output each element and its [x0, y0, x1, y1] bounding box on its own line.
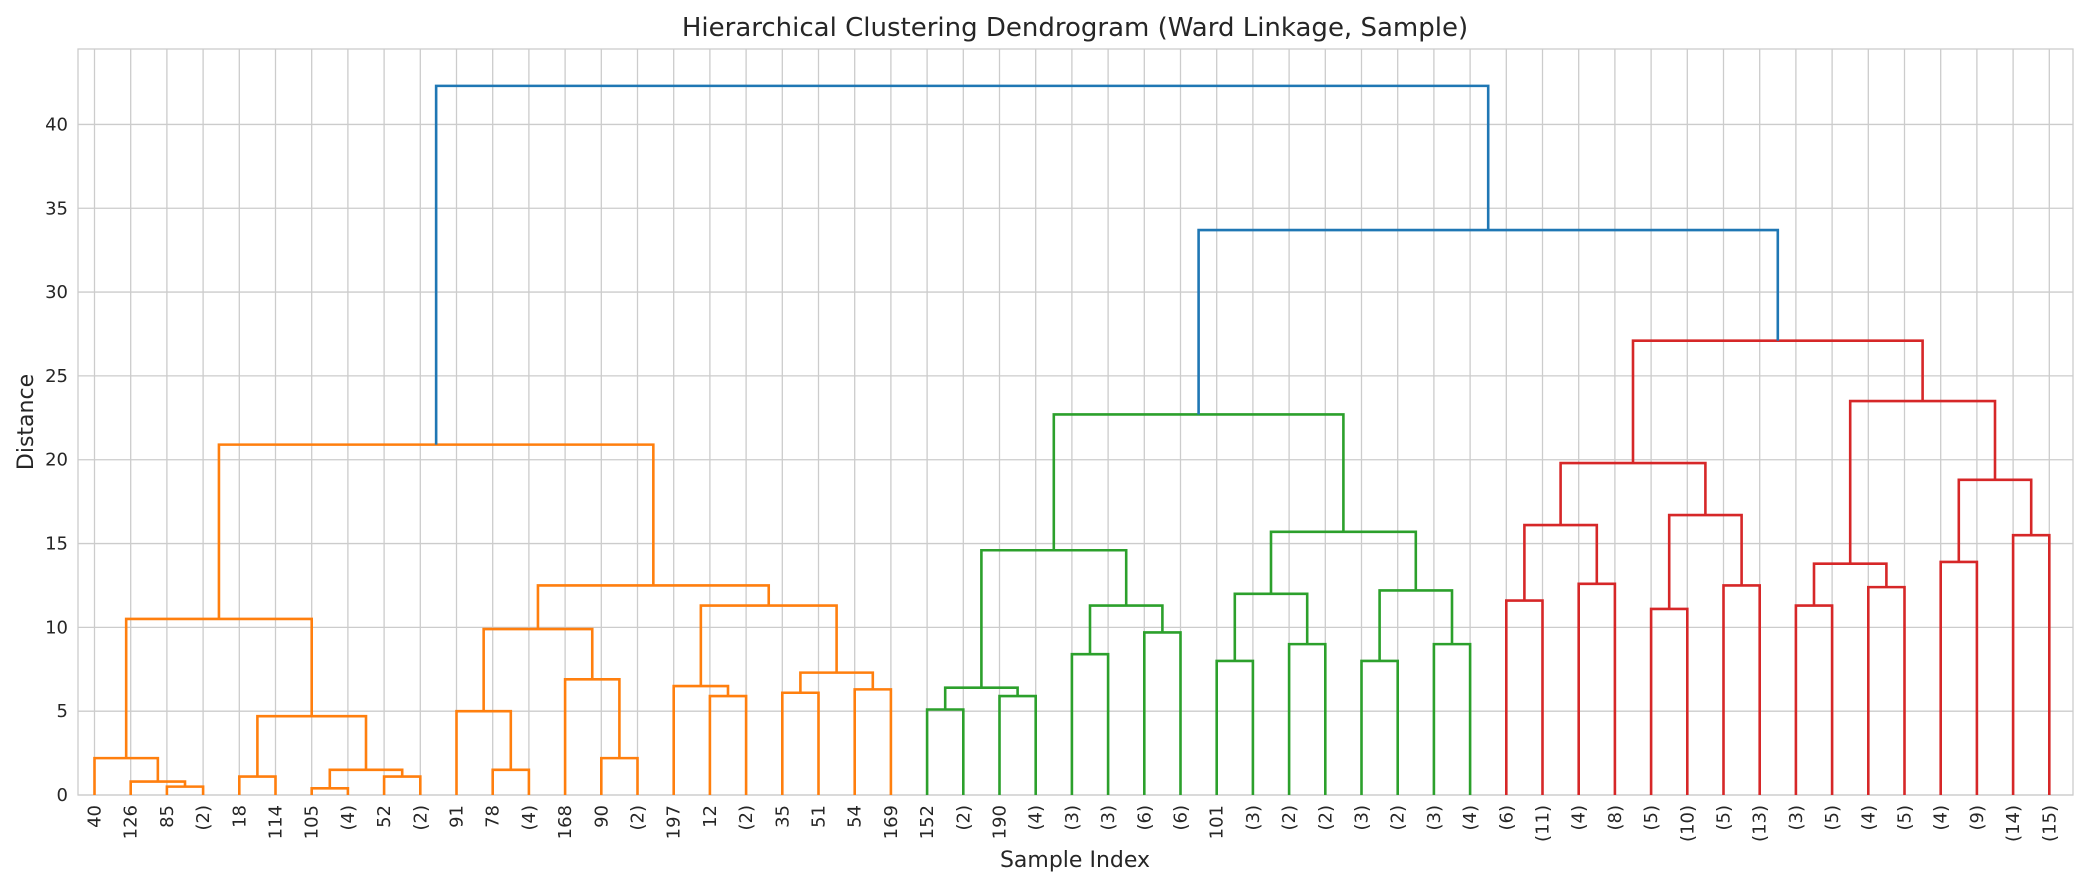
x-tick-label: (5)	[1822, 805, 1843, 831]
x-tick-label: (2)	[1279, 805, 1300, 831]
dendrogram-link-orange	[455, 709, 513, 795]
x-tick-label: (2)	[736, 805, 757, 831]
x-tick-label: 169	[881, 805, 902, 839]
x-tick-label: 152	[917, 805, 938, 839]
y-tick-label: 10	[45, 617, 68, 638]
dendrogram-link-green	[1287, 642, 1327, 795]
dendrogram-link-blue	[1197, 228, 1780, 415]
x-tick-label: (4)	[1931, 805, 1952, 831]
dendrogram-links	[93, 84, 2051, 795]
dendrogram-link-orange	[491, 768, 531, 795]
dendrogram-link-red	[1957, 478, 2033, 562]
x-tick-label: (2)	[193, 805, 214, 831]
x-tick-label: (4)	[519, 805, 540, 831]
dendrogram-link-green	[1269, 530, 1418, 594]
y-tick-label: 40	[45, 114, 68, 135]
dendrogram-link-orange	[382, 775, 422, 795]
y-tick-label: 20	[45, 450, 68, 471]
x-tick-label: 90	[591, 805, 612, 828]
dendrogram-link-orange	[853, 688, 893, 795]
x-tick-label: 126	[121, 805, 142, 839]
x-tick-label: 35	[772, 805, 793, 828]
dendrogram-link-green	[1143, 631, 1182, 795]
x-tick-label: 168	[555, 805, 576, 839]
x-tick-label: (5)	[1714, 805, 1735, 831]
x-tick-label: 52	[374, 805, 395, 828]
x-tick-label: 54	[845, 805, 866, 828]
x-tick-label: (2)	[1315, 805, 1336, 831]
y-tick-label: 25	[45, 366, 68, 387]
x-tick-label: 105	[302, 805, 323, 839]
y-tick-label: 15	[45, 534, 68, 555]
dendrogram-link-orange	[129, 780, 187, 795]
x-tick-label: (3)	[1243, 805, 1264, 831]
x-tick-label: (3)	[1424, 805, 1445, 831]
x-tick-label: (13)	[1750, 805, 1771, 842]
x-tick-label: (2)	[628, 805, 649, 831]
x-tick-label: (4)	[1569, 805, 1590, 831]
x-tick-label: (2)	[953, 805, 974, 831]
x-tick-label: 197	[664, 805, 685, 839]
x-tick-label: 12	[700, 805, 721, 828]
x-tick-label: 91	[447, 805, 468, 828]
dendrogram-link-red	[1523, 523, 1599, 601]
x-tick-label: 101	[1207, 805, 1228, 839]
dendrogram-link-red	[1848, 399, 1997, 564]
x-tick-label: (4)	[338, 805, 359, 831]
x-tick-label: (2)	[1388, 805, 1409, 831]
dendrogram-link-orange	[238, 775, 277, 795]
dendrogram-link-orange	[672, 684, 730, 795]
dendrogram-link-blue	[434, 84, 1490, 445]
y-tick-label: 30	[45, 282, 68, 303]
x-tick-label: (3)	[1062, 805, 1083, 831]
x-tick-label: 40	[85, 805, 106, 828]
x-tick-label: (15)	[2039, 805, 2060, 842]
dendrogram-link-red	[1867, 585, 1906, 795]
x-tick-label: (4)	[1858, 805, 1879, 831]
x-tick-label: (2)	[410, 805, 431, 831]
dendrogram-link-red	[1559, 461, 1707, 526]
plot-background	[77, 48, 2074, 796]
chart-title: Hierarchical Clustering Dendrogram (Ward…	[682, 13, 1468, 43]
x-axis-leaf-labels: 40 126 85 (2) 18 114 105 (4) 52 (2) 91 78 (4) 168 90 (2…	[85, 805, 2061, 842]
x-tick-label: 85	[157, 805, 178, 828]
x-tick-label: (3)	[1352, 805, 1373, 831]
dendrogram-link-green	[1215, 659, 1255, 795]
dendrogram-link-red	[1939, 560, 1979, 795]
x-tick-label: (11)	[1533, 805, 1554, 842]
y-axis-ticks: 0 5 10 15 20 25 30 35 40	[45, 114, 68, 806]
x-tick-label: (6)	[1134, 805, 1155, 831]
x-tick-label: (3)	[1786, 805, 1807, 831]
x-tick-label: (4)	[1026, 805, 1047, 831]
dendrogram-link-green	[1360, 659, 1399, 795]
x-tick-label: (6)	[1496, 805, 1517, 831]
x-tick-label: (6)	[1171, 805, 1192, 831]
dendrogram-link-green	[980, 548, 1128, 688]
x-tick-label: (9)	[1967, 805, 1988, 831]
y-tick-label: 5	[57, 701, 68, 722]
x-tick-label: (8)	[1605, 805, 1626, 831]
dendrogram-link-green	[1432, 642, 1472, 795]
y-axis-label: Distance	[14, 374, 39, 470]
dendrogram-link-orange	[328, 768, 404, 789]
y-tick-label: 0	[57, 785, 68, 806]
x-tick-label: 78	[483, 805, 504, 828]
x-tick-label: (10)	[1677, 805, 1698, 842]
x-tick-label: 190	[990, 805, 1011, 839]
x-tick-label: (4)	[1460, 805, 1481, 831]
dendrogram-link-orange	[482, 627, 594, 712]
x-tick-label: (5)	[1641, 805, 1662, 831]
x-tick-label: (5)	[1895, 805, 1916, 831]
x-tick-label: 51	[809, 805, 830, 828]
x-tick-label: (14)	[2003, 805, 2024, 842]
x-tick-label: 18	[229, 805, 250, 828]
x-tick-label: 114	[266, 805, 287, 839]
y-tick-label: 35	[45, 198, 68, 219]
dendrogram-link-green	[1378, 589, 1454, 661]
x-axis-label: Sample Index	[1000, 848, 1150, 873]
x-tick-label: (3)	[1098, 805, 1119, 831]
dendrogram-link-orange	[124, 617, 313, 759]
